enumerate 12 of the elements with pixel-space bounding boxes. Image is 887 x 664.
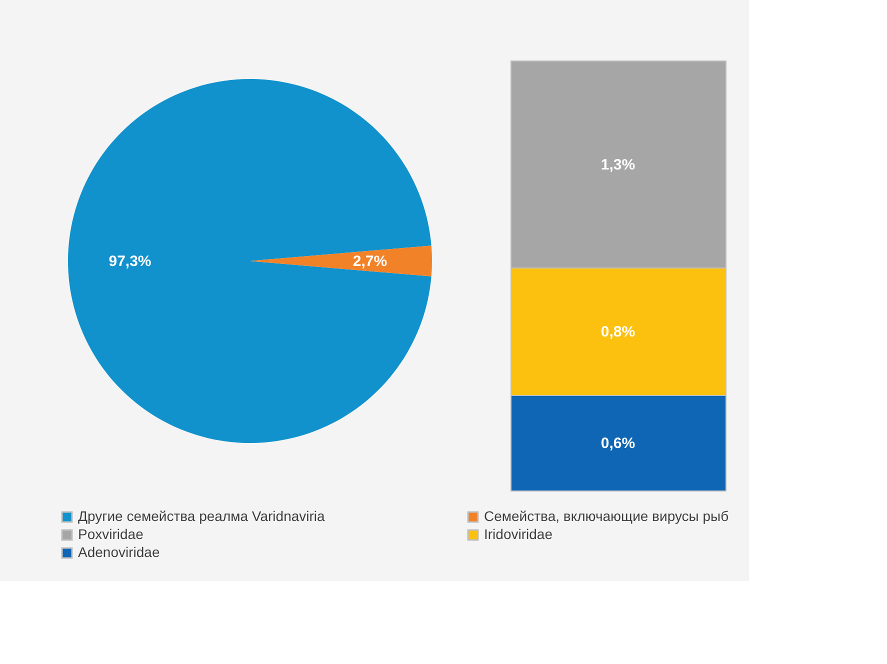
legend-label: Poxviridae [78, 526, 144, 542]
data-label: 0,8% [600, 324, 636, 341]
pie-slice [250, 246, 432, 276]
pie-slice [68, 79, 432, 443]
data-label: 0,6% [600, 435, 636, 452]
legend-label: Iridoviridae [484, 526, 553, 542]
legend-label: Adenoviridae [78, 544, 160, 560]
data-label: 2,7% [352, 253, 388, 270]
data-label: 97,3% [108, 253, 152, 270]
legend-label: Другие семейства реалма Varidnaviria [78, 508, 326, 524]
data-label: 1,3% [600, 156, 636, 174]
legend-label: Семейства, включающие вирусы рыб [484, 508, 729, 524]
